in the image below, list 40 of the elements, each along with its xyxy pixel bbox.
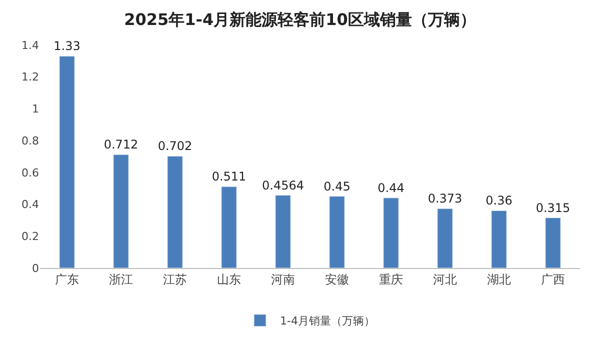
x-tick-label: 江苏 (163, 272, 187, 286)
y-tick-label: 0.2 (22, 230, 39, 243)
y-tick-label: 0 (32, 262, 39, 275)
bar (167, 156, 183, 268)
x-tick-label: 广东 (55, 272, 79, 286)
y-tick-label: 1.4 (22, 38, 39, 52)
bar (275, 195, 291, 268)
data-label: 0.44 (378, 180, 404, 195)
data-label: 0.315 (536, 200, 570, 215)
data-label: 0.702 (158, 139, 192, 154)
y-tick-label: 0.8 (22, 134, 39, 148)
bar (437, 208, 453, 268)
x-tick-label: 河北 (433, 272, 457, 286)
y-tick-label: 1 (32, 102, 39, 116)
bar (545, 218, 561, 268)
legend-label: 1-4月销量（万辆） (280, 314, 375, 328)
data-label: 0.511 (212, 170, 246, 184)
data-label: 0.712 (104, 138, 138, 152)
y-tick-label: 0.6 (22, 166, 39, 180)
bar (491, 210, 507, 268)
data-label: 0.373 (428, 192, 462, 206)
data-label: 1.33 (54, 39, 80, 54)
data-label: 0.36 (486, 194, 512, 208)
x-tick-label: 安徽 (325, 272, 349, 286)
x-tick-label: 湖北 (487, 272, 511, 286)
bar (383, 198, 399, 268)
bar (329, 196, 345, 268)
bar (221, 186, 237, 268)
x-tick-label: 河南 (271, 272, 295, 286)
bar (59, 56, 75, 268)
x-tick-label: 浙江 (109, 272, 133, 286)
x-tick-label: 重庆 (379, 272, 403, 286)
chart-title: 2025年1-4月新能源轻客前10区域销量（万辆） (124, 10, 476, 30)
y-tick-label: 0.4 (22, 198, 39, 212)
data-label: 0.45 (324, 179, 350, 194)
x-tick-label: 山东 (217, 272, 241, 286)
x-tick-label: 广西 (541, 272, 565, 286)
data-label: 0.4564 (262, 178, 304, 192)
bar (113, 154, 129, 268)
y-tick-label: 1.2 (22, 70, 39, 84)
